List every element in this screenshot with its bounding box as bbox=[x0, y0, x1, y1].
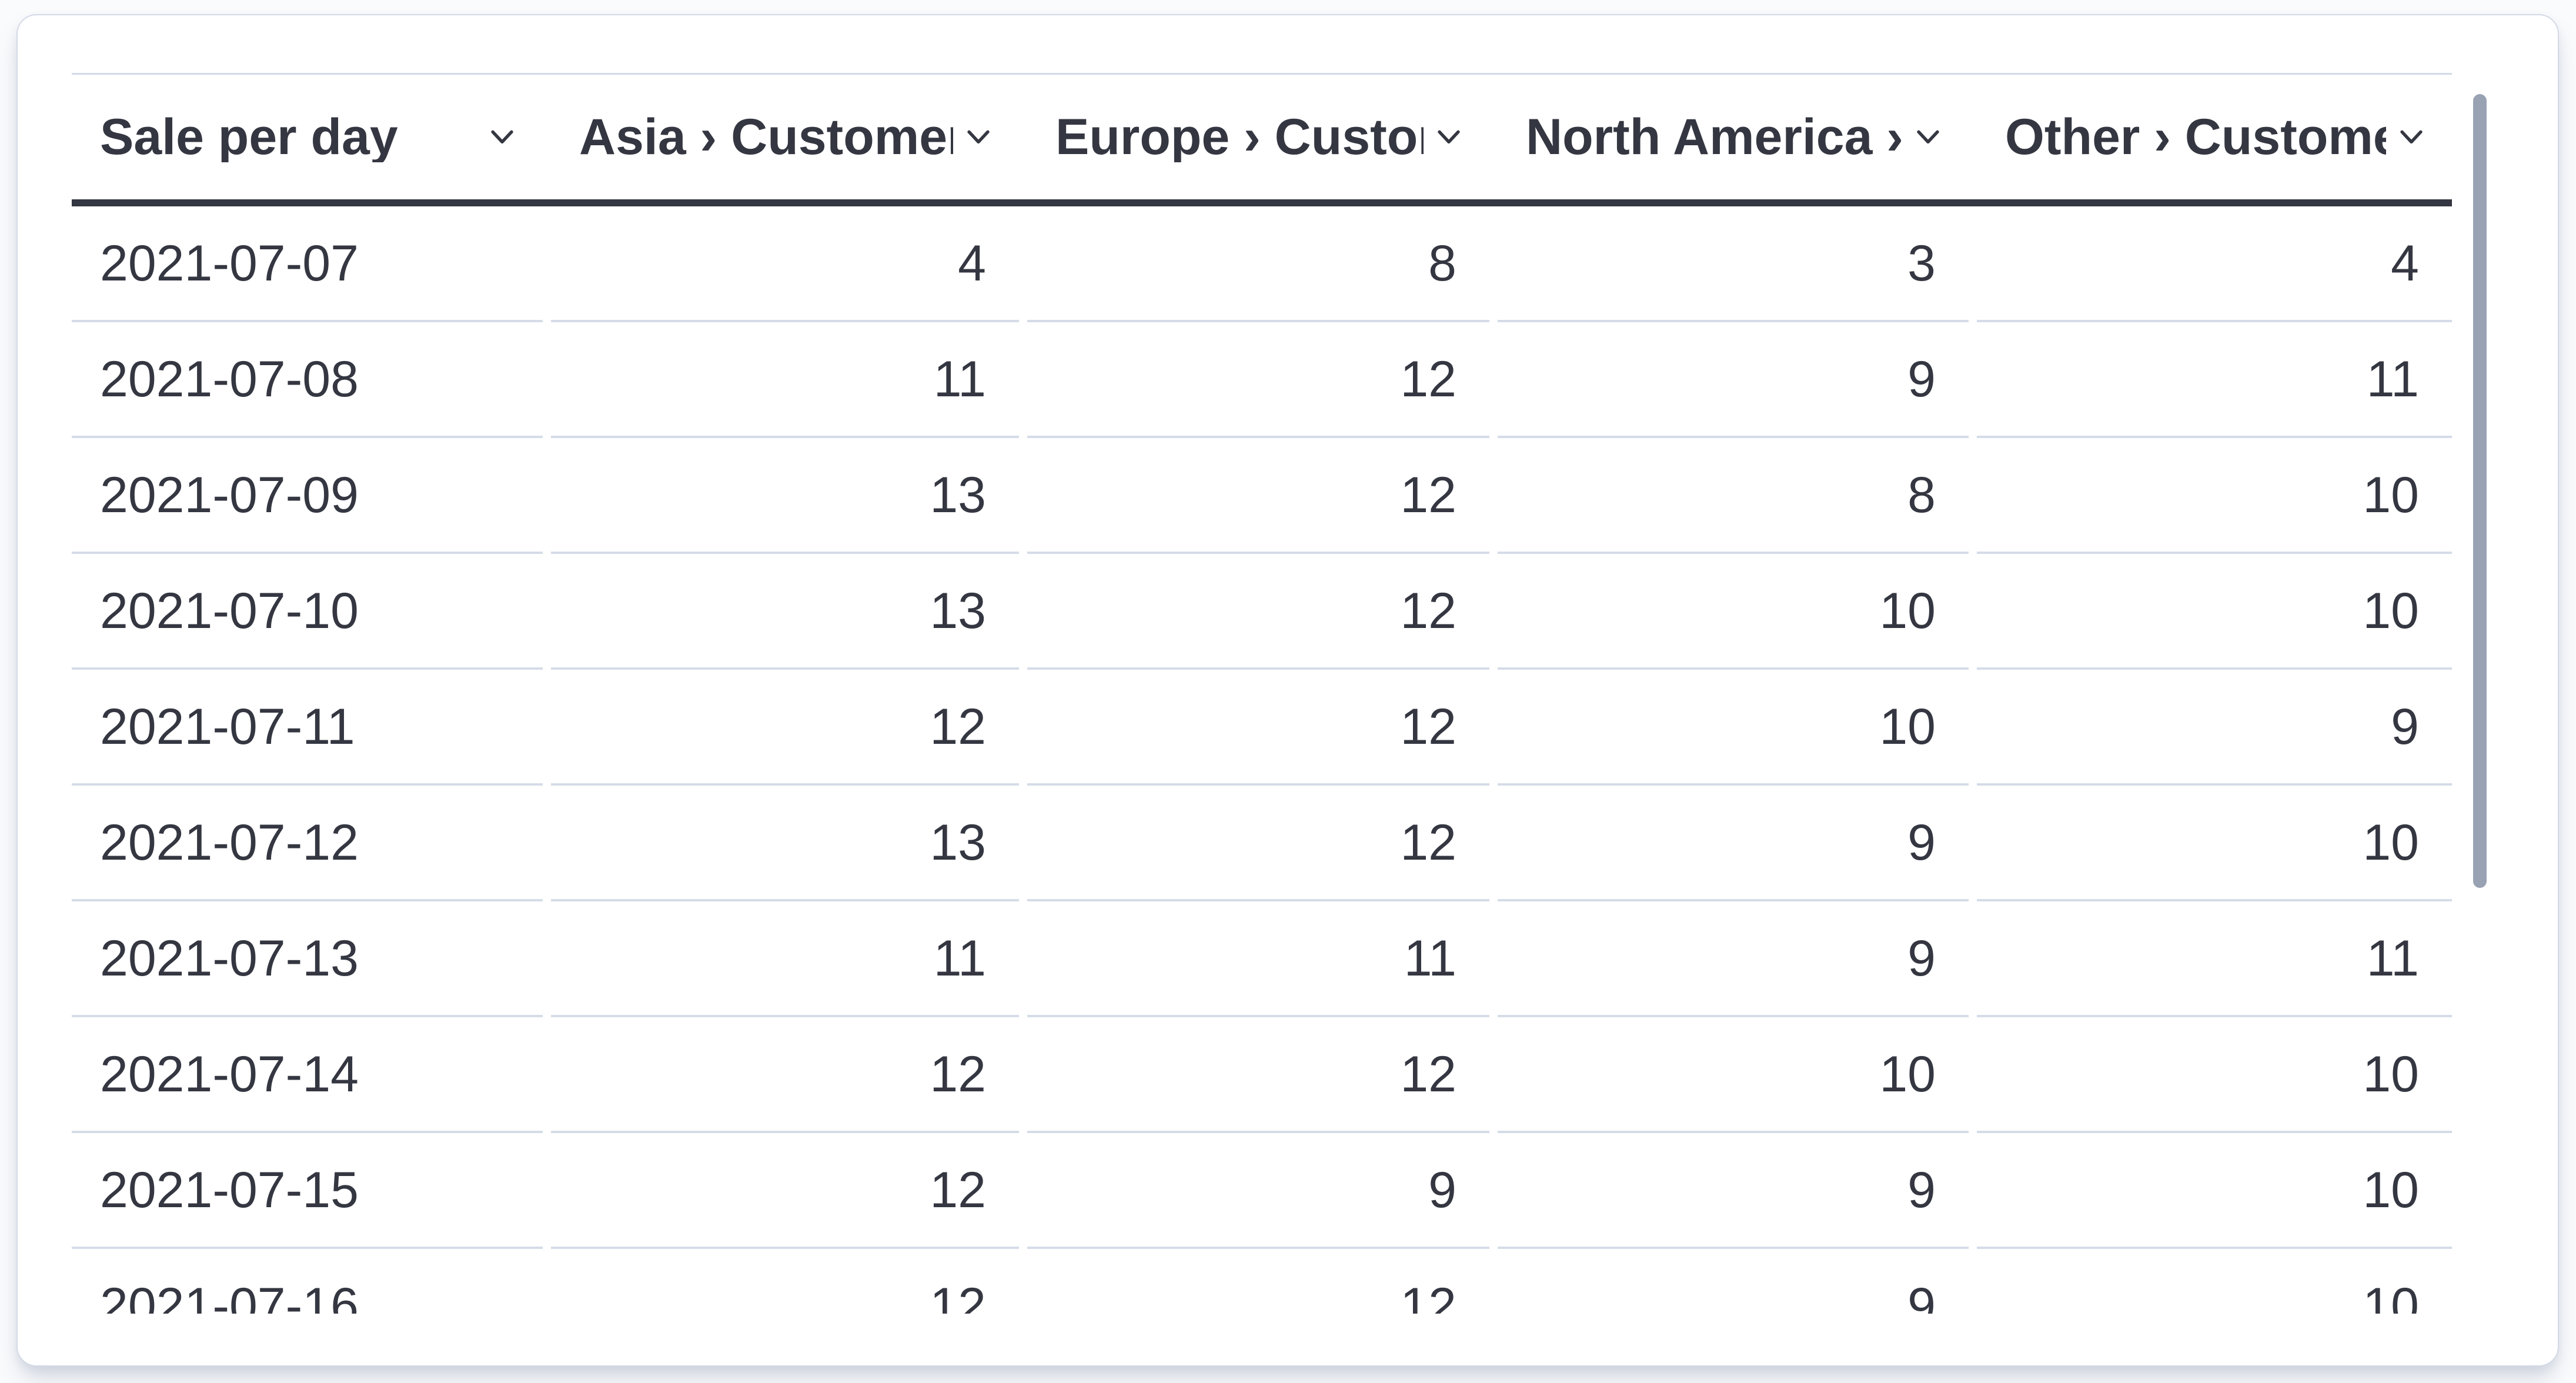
value-cell: 12 bbox=[551, 1249, 1019, 1314]
date-cell: 2021-07-14 bbox=[72, 1017, 543, 1133]
value-cell: 12 bbox=[1027, 322, 1489, 438]
table-row: 2021-07-14 12 12 10 10 bbox=[72, 1017, 2452, 1133]
scrollbar-thumb[interactable] bbox=[2473, 94, 2487, 888]
column-header-label: North America › Customers bbox=[1526, 112, 1903, 162]
table-row: 2021-07-12 13 12 9 10 bbox=[72, 786, 2452, 901]
table-panel: Sale per day Asia › Customers Europe › Cus… bbox=[16, 14, 2559, 1367]
chevron-down-icon[interactable] bbox=[1432, 120, 1466, 154]
date-cell: 2021-07-12 bbox=[72, 786, 543, 901]
table-row: 2021-07-15 12 9 9 10 bbox=[72, 1133, 2452, 1249]
value-cell: 9 bbox=[1498, 1133, 1969, 1249]
value-cell: 9 bbox=[1498, 901, 1969, 1017]
value-cell: 10 bbox=[1498, 670, 1969, 786]
value-cell: 4 bbox=[551, 206, 1019, 322]
value-cell: 8 bbox=[1027, 206, 1489, 322]
value-cell: 12 bbox=[1027, 1249, 1489, 1314]
value-cell: 12 bbox=[551, 1017, 1019, 1133]
value-cell: 8 bbox=[1498, 438, 1969, 554]
value-cell: 10 bbox=[1977, 438, 2452, 554]
data-grid: Sale per day Asia › Customers Europe › Cus… bbox=[72, 73, 2452, 1314]
column-header-label: Other › Customers bbox=[2005, 112, 2386, 162]
value-cell: 10 bbox=[1498, 554, 1969, 670]
table-row: 2021-07-13 11 11 9 11 bbox=[72, 901, 2452, 1017]
chevron-down-icon[interactable] bbox=[961, 120, 995, 154]
date-cell: 2021-07-16 bbox=[72, 1249, 543, 1314]
value-cell: 12 bbox=[1027, 438, 1489, 554]
value-cell: 9 bbox=[1027, 1133, 1489, 1249]
value-cell: 13 bbox=[551, 786, 1019, 901]
value-cell: 9 bbox=[1498, 786, 1969, 901]
value-cell: 11 bbox=[1977, 901, 2452, 1017]
date-cell: 2021-07-09 bbox=[72, 438, 543, 554]
value-cell: 11 bbox=[1977, 322, 2452, 438]
date-cell: 2021-07-15 bbox=[72, 1133, 543, 1249]
value-cell: 10 bbox=[1977, 1133, 2452, 1249]
column-header-label: Europe › Customers bbox=[1055, 112, 1424, 162]
column-header-other-customers[interactable]: Other › Customers bbox=[1977, 75, 2452, 199]
value-cell: 10 bbox=[1977, 1017, 2452, 1133]
value-cell: 12 bbox=[1027, 670, 1489, 786]
table-row: 2021-07-11 12 12 10 9 bbox=[72, 670, 2452, 786]
chevron-down-icon[interactable] bbox=[2394, 120, 2428, 154]
value-cell: 11 bbox=[551, 901, 1019, 1017]
date-cell: 2021-07-10 bbox=[72, 554, 543, 670]
column-header-sale-per-day[interactable]: Sale per day bbox=[72, 75, 543, 199]
value-cell: 12 bbox=[1027, 786, 1489, 901]
value-cell: 12 bbox=[551, 1133, 1019, 1249]
value-cell: 9 bbox=[1977, 670, 2452, 786]
table-body: 2021-07-07 4 8 3 4 2021-07-08 11 12 9 11 2021-07-0… bbox=[72, 206, 2452, 1314]
date-cell: 2021-07-11 bbox=[72, 670, 543, 786]
value-cell: 12 bbox=[551, 670, 1019, 786]
column-header-north-america-customers[interactable]: North America › Customers bbox=[1498, 75, 1969, 199]
date-cell: 2021-07-08 bbox=[72, 322, 543, 438]
column-header-europe-customers[interactable]: Europe › Customers bbox=[1027, 75, 1489, 199]
column-header-label: Sale per day bbox=[100, 112, 398, 162]
value-cell: 12 bbox=[1027, 1017, 1489, 1133]
table-row: 2021-07-08 11 12 9 11 bbox=[72, 322, 2452, 438]
value-cell: 4 bbox=[1977, 206, 2452, 322]
value-cell: 10 bbox=[1977, 1249, 2452, 1314]
chevron-down-icon[interactable] bbox=[485, 120, 519, 154]
table-row: 2021-07-10 13 12 10 10 bbox=[72, 554, 2452, 670]
table-row: 2021-07-09 13 12 8 10 bbox=[72, 438, 2452, 554]
date-cell: 2021-07-07 bbox=[72, 206, 543, 322]
table-row: 2021-07-07 4 8 3 4 bbox=[72, 206, 2452, 322]
value-cell: 12 bbox=[1027, 554, 1489, 670]
value-cell: 11 bbox=[1027, 901, 1489, 1017]
value-cell: 3 bbox=[1498, 206, 1969, 322]
value-cell: 9 bbox=[1498, 1249, 1969, 1314]
value-cell: 10 bbox=[1977, 554, 2452, 670]
value-cell: 13 bbox=[551, 554, 1019, 670]
value-cell: 11 bbox=[551, 322, 1019, 438]
value-cell: 10 bbox=[1498, 1017, 1969, 1133]
column-header-asia-customers[interactable]: Asia › Customers bbox=[551, 75, 1019, 199]
value-cell: 10 bbox=[1977, 786, 2452, 901]
table-row: 2021-07-16 12 12 9 10 bbox=[72, 1249, 2452, 1314]
column-header-label: Asia › Customers bbox=[579, 112, 953, 162]
chevron-down-icon[interactable] bbox=[1911, 120, 1945, 154]
table-header-row: Sale per day Asia › Customers Europe › Cus… bbox=[72, 73, 2452, 206]
value-cell: 13 bbox=[551, 438, 1019, 554]
value-cell: 9 bbox=[1498, 322, 1969, 438]
vertical-scrollbar[interactable] bbox=[2468, 79, 2490, 1325]
date-cell: 2021-07-13 bbox=[72, 901, 543, 1017]
